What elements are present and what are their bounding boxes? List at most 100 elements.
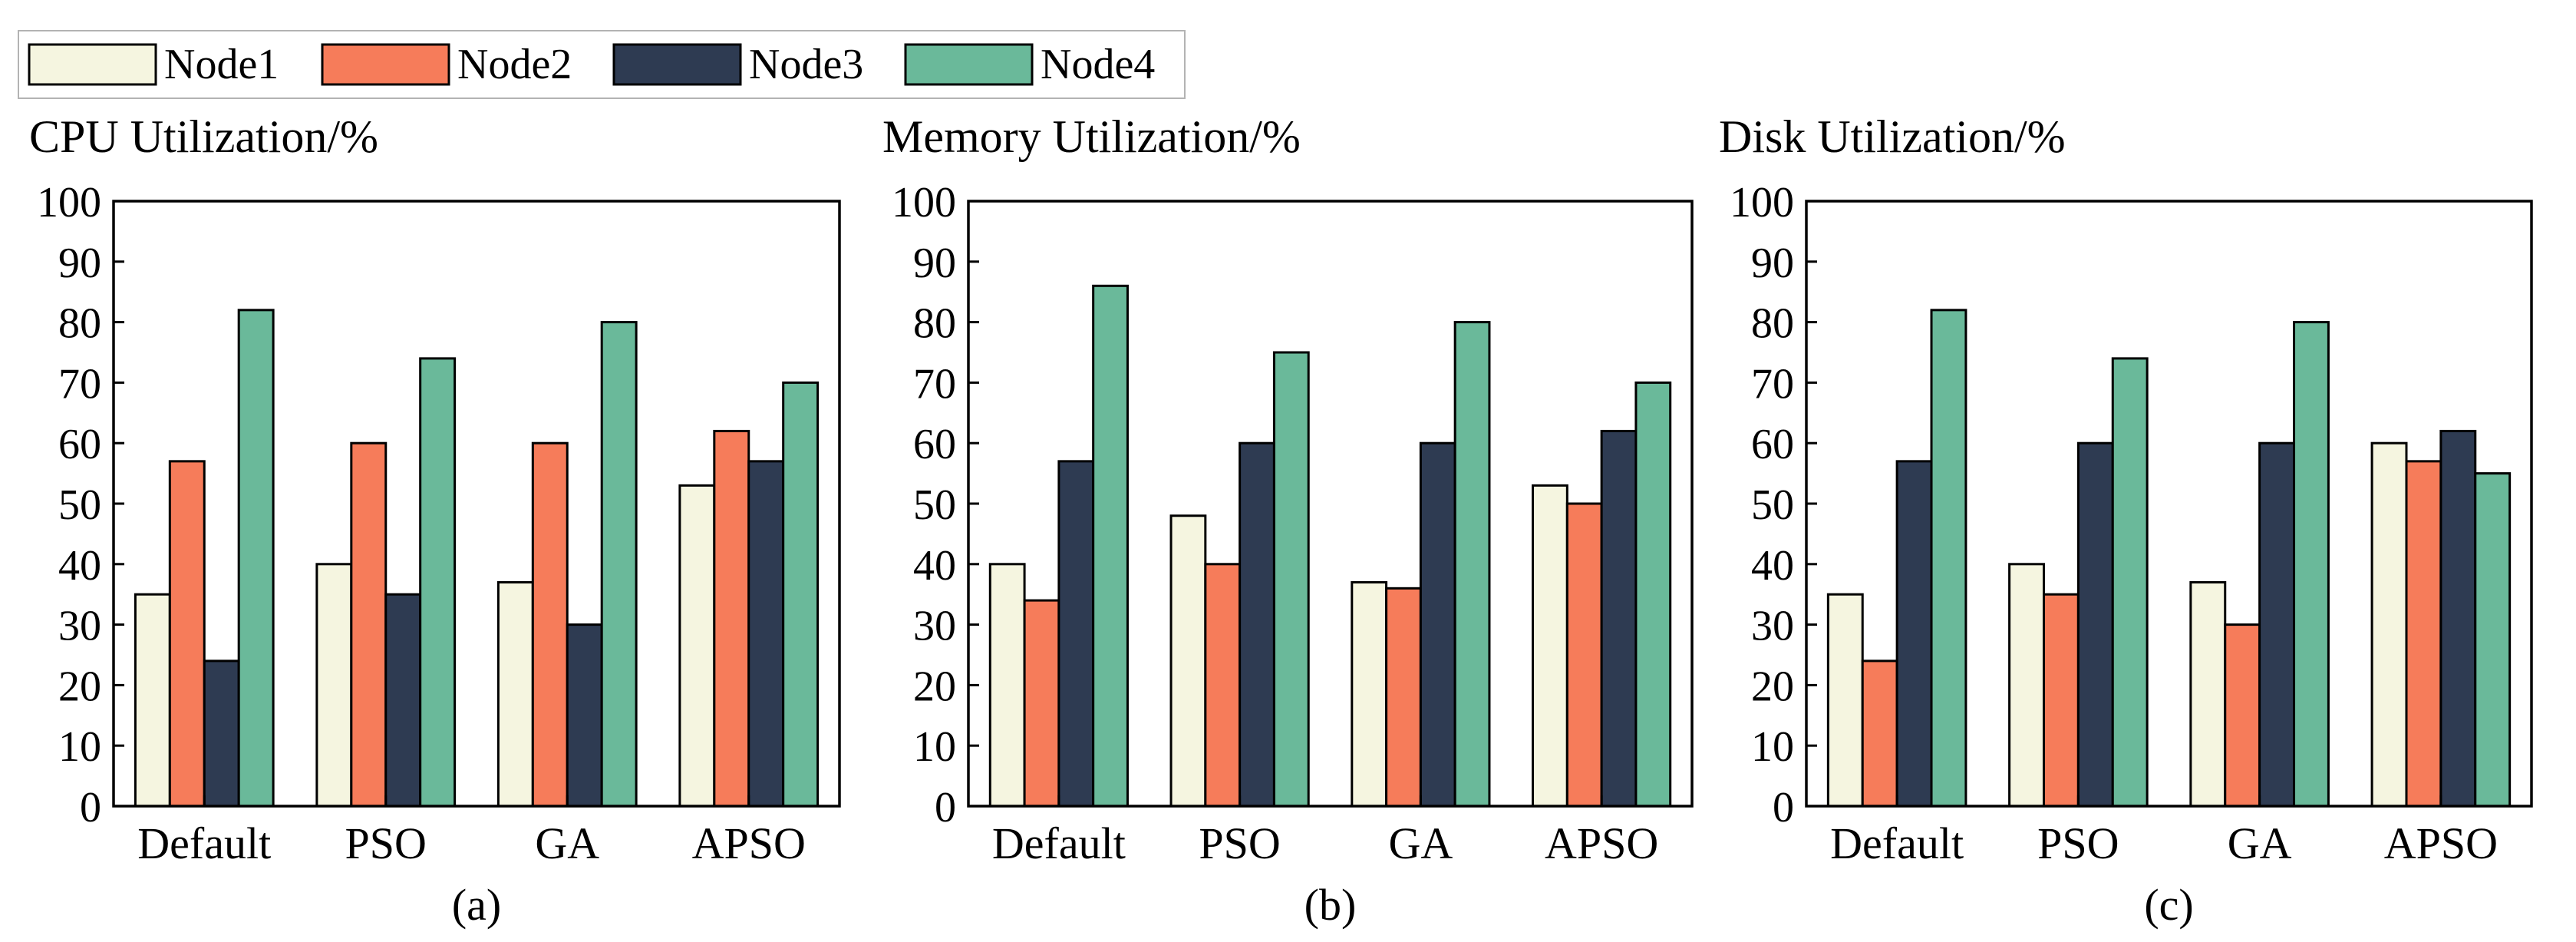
y-tick-label: 30 [913,603,956,650]
bar-node4-apso [1634,381,1672,808]
bar-node4-pso [419,357,457,808]
bar-node3-pso [1239,441,1275,808]
y-tick-label: 0 [1773,784,1794,831]
bar-node4-default [1930,309,1967,808]
bar-node3-default [1895,460,1933,808]
y-tick-label: 80 [913,300,956,348]
y-tick-label: 60 [913,421,956,468]
x-tick-label: GA [2228,818,2292,868]
bar-node1-pso [315,563,353,808]
plot-frame [1805,200,2533,808]
y-tick-label: 70 [1751,360,1794,408]
y-tick-label: 10 [913,723,956,771]
bar-node4-apso [782,381,820,808]
y-tick-label: 50 [913,481,956,529]
bar-node4-apso [2474,472,2512,808]
x-tick-label: PSO [1199,818,1280,868]
bar-node1-default [1826,593,1864,808]
bar-node3-ga [1419,441,1456,808]
legend-swatch-node2 [321,43,450,86]
bar-node4-default [1092,284,1129,808]
x-tick-label: PSO [345,818,427,868]
bar-node2-pso [2042,593,2080,808]
bar-node1-ga [2189,580,2227,808]
bar-node1-ga [496,580,534,808]
x-tick-label: GA [535,818,599,868]
x-tick-label: PSO [2037,818,2119,868]
x-tick-label: APSO [2384,818,2498,868]
plot-frame [112,200,841,808]
legend: Node1 Node2 Node3 Node4 [18,30,1186,99]
bar-node3-apso [1600,429,1638,808]
bar-node3-ga [566,623,603,808]
y-tick-label: 80 [1751,300,1794,348]
panel-title: Disk Utilization/% [1719,111,2066,162]
y-tick-label: 20 [913,663,956,710]
bar-node3-apso [2439,429,2477,808]
y-tick-label: 50 [1751,481,1794,529]
y-tick-label: 60 [58,421,101,468]
y-tick-label: 80 [58,300,101,348]
bar-node1-default [988,563,1026,808]
bar-node2-default [1023,599,1060,808]
y-tick-label: 0 [935,784,956,831]
plot-frame [967,200,1694,808]
legend-swatch-node4 [904,43,1034,86]
bar-node2-apso [713,429,750,808]
x-tick-label: Default [137,818,271,868]
bar-node1-pso [2008,563,2045,808]
panel-title: Memory Utilization/% [882,111,1301,162]
y-tick-label: 30 [58,603,101,650]
bar-node2-apso [1565,502,1603,808]
legend-swatch-node3 [612,43,742,86]
bar-node3-pso [2076,441,2114,808]
bar-node1-apso [2370,441,2408,808]
bar-node2-ga [2224,623,2261,808]
y-tick-label: 40 [58,542,101,590]
y-tick-label: 10 [1751,723,1794,771]
bar-node4-ga [2293,321,2330,808]
x-tick-label: GA [1388,818,1453,868]
y-tick-label: 0 [80,784,101,831]
legend-label: Node4 [1041,41,1155,88]
chart-panel-cpu: CPU Utilization/% (a) 0 10 20 30 40 50 60 70 80 9… [29,111,841,930]
y-tick-label: 40 [1751,542,1794,590]
chart-panel-memory: Memory Utilization/% (b) 0 10 20 30 40 50 60 70… [882,111,1694,930]
bar-node2-default [168,460,206,808]
bar-node4-pso [1272,351,1310,808]
bar-node4-ga [1453,321,1491,808]
bar-node1-pso [1169,514,1207,808]
bar-node3-ga [2258,441,2296,808]
bar-node1-default [134,593,171,808]
chart-panel-disk: Disk Utilization/% (c) 0 10 20 30 40 50 60 70 80… [1719,111,2533,930]
bar-node3-default [1057,460,1095,808]
bar-node2-default [1861,659,1898,808]
bar-node1-ga [1351,580,1388,808]
legend-label: Node1 [164,41,279,88]
y-tick-label: 20 [58,663,101,710]
x-tick-label: APSO [692,818,806,868]
bar-node2-ga [531,441,569,808]
bar-node3-apso [747,460,785,808]
y-tick-label: 90 [913,240,956,287]
legend-swatch-node1 [28,43,157,86]
x-tick-label: Default [1830,818,1964,868]
bar-node2-pso [1204,563,1242,808]
y-tick-label: 100 [1730,179,1794,226]
bar-node4-default [237,309,275,808]
bar-node1-apso [678,484,716,808]
panel-label: (b) [1304,880,1357,930]
y-tick-label: 70 [58,360,101,408]
y-tick-label: 60 [1751,421,1794,468]
y-tick-label: 10 [58,723,101,771]
bar-node1-apso [1532,484,1568,808]
bar-node4-pso [2111,357,2149,808]
bar-node2-pso [350,441,388,808]
panel-label: (a) [452,880,501,930]
bar-node3-pso [384,593,422,808]
y-tick-label: 70 [913,360,956,408]
y-tick-label: 40 [913,542,956,590]
legend-label: Node3 [749,41,863,88]
panel-label: (c) [2144,880,2193,930]
y-tick-label: 100 [37,179,101,226]
